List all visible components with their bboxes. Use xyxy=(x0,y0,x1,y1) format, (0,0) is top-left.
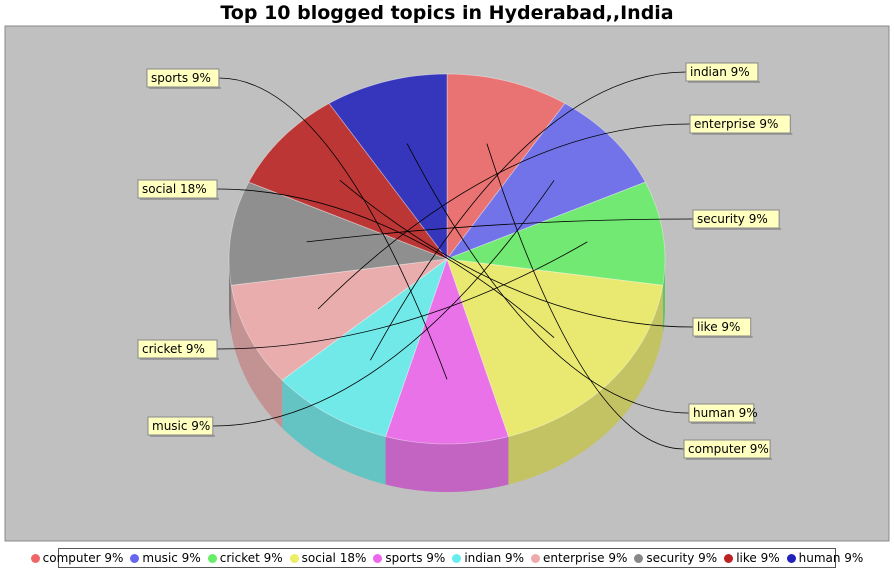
legend-label-sports: sports 9% xyxy=(385,551,446,565)
legend-item-enterprise: enterprise 9% xyxy=(531,551,627,565)
legend-item-human: human 9% xyxy=(786,551,864,565)
legend-swatch-sports xyxy=(373,553,383,563)
pie-side-indian xyxy=(282,380,386,485)
slice-label-indian: indian 9% xyxy=(690,65,750,79)
slice-label-box-sports xyxy=(146,68,220,88)
leader-line-human xyxy=(406,143,690,414)
slice-label-shadow-sports xyxy=(149,87,221,89)
slice-label-sports: sports 9% xyxy=(151,71,211,85)
legend-item-music: music 9% xyxy=(130,551,201,565)
pie-slice-security[interactable] xyxy=(228,181,448,286)
legend-label-like: like 9% xyxy=(736,551,780,565)
pie-slice-cricket[interactable] xyxy=(446,181,666,286)
leader-line-social xyxy=(216,188,555,339)
pie-slice-human[interactable] xyxy=(328,73,448,261)
legend-swatch-computer xyxy=(30,553,40,563)
legend-item-cricket: cricket 9% xyxy=(207,551,283,565)
slice-label-shadow-enterprise xyxy=(692,133,793,135)
slice-label-box-human xyxy=(688,403,755,423)
leader-line-indian xyxy=(370,71,687,361)
slice-label-shadow-social xyxy=(140,198,219,200)
slice-label-box-security xyxy=(692,209,780,229)
pie-side-sports xyxy=(385,436,509,492)
pie-slice-sports[interactable] xyxy=(385,257,509,445)
slice-label-box-indian xyxy=(685,62,759,82)
pie-slice-music[interactable] xyxy=(445,102,646,260)
legend-label-enterprise: enterprise 9% xyxy=(543,551,628,565)
legend-item-like: like 9% xyxy=(724,551,780,565)
legend-swatch-human xyxy=(786,553,796,563)
legend-label-social: social 18% xyxy=(301,551,367,565)
slice-label-shadow-indian xyxy=(688,81,760,83)
pie-side-enterprise xyxy=(231,285,283,429)
chart-title: Top 10 blogged topics in Hyderabad,,Indi… xyxy=(220,2,674,24)
legend: computer 9% music 9% cricket 9% social 18% s… xyxy=(30,548,863,568)
pie-side-social xyxy=(508,285,663,485)
slice-label-box-music xyxy=(147,416,214,436)
legend-label-computer: computer 9% xyxy=(42,551,124,565)
pie-slice-indian[interactable] xyxy=(281,257,448,437)
legend-label-human: human 9% xyxy=(798,551,864,565)
legend-swatch-cricket xyxy=(207,553,217,563)
leader-line-cricket xyxy=(216,241,588,350)
slice-label-shadow-cricket xyxy=(140,358,219,360)
slice-label-cricket: cricket 9% xyxy=(142,342,205,356)
legend-item-security: security 9% xyxy=(634,551,717,565)
slice-label-shadow-music xyxy=(150,435,215,437)
legend-swatch-social xyxy=(289,553,299,563)
slice-label-box-cricket xyxy=(137,339,218,359)
slice-label-box-enterprise xyxy=(689,114,791,134)
legend-swatch-music xyxy=(130,553,140,563)
slice-label-box-computer xyxy=(683,439,771,459)
legend-swatch-enterprise xyxy=(531,553,541,563)
slice-label-shadow-computer xyxy=(686,458,773,460)
slice-label-human: human 9% xyxy=(693,406,758,420)
slice-label-enterprise: enterprise 9% xyxy=(694,117,778,131)
leader-line-enterprise xyxy=(317,123,691,310)
leader-line-sports xyxy=(218,77,448,380)
pie-side-security xyxy=(229,259,232,334)
legend-swatch-indian xyxy=(452,553,462,563)
leader-line-security xyxy=(306,218,694,243)
slice-label-social: social 18% xyxy=(142,182,207,196)
legend-swatch-like xyxy=(724,553,734,563)
legend-item-computer: computer 9% xyxy=(30,551,124,565)
legend-label-indian: indian 9% xyxy=(464,551,525,565)
pie-slice-social[interactable] xyxy=(446,258,664,437)
slice-label-music: music 9% xyxy=(152,419,210,433)
legend-label-music: music 9% xyxy=(142,551,201,565)
pie-slice-computer[interactable] xyxy=(446,73,566,261)
legend-item-social: social 18% xyxy=(289,551,367,565)
legend-swatch-security xyxy=(634,553,644,563)
leader-line-music xyxy=(212,180,555,427)
slice-label-shadow-like xyxy=(695,336,753,338)
leader-line-like xyxy=(339,179,694,328)
legend-item-indian: indian 9% xyxy=(452,551,524,565)
legend-label-security: security 9% xyxy=(646,551,718,565)
slice-label-box-like xyxy=(692,317,752,337)
leader-line-computer xyxy=(486,143,685,450)
slice-label-like: like 9% xyxy=(697,320,740,334)
legend-item-sports: sports 9% xyxy=(373,551,445,565)
slice-label-security: security 9% xyxy=(697,212,768,226)
pie-slice-like[interactable] xyxy=(248,102,449,260)
legend-label-cricket: cricket 9% xyxy=(219,551,283,565)
pie-side-cricket xyxy=(662,259,665,334)
slice-label-shadow-security xyxy=(695,228,782,230)
slice-label-shadow-human xyxy=(691,422,756,424)
slice-label-box-social xyxy=(137,179,218,199)
pie-slice-enterprise[interactable] xyxy=(230,258,449,381)
slice-label-computer: computer 9% xyxy=(688,442,769,456)
